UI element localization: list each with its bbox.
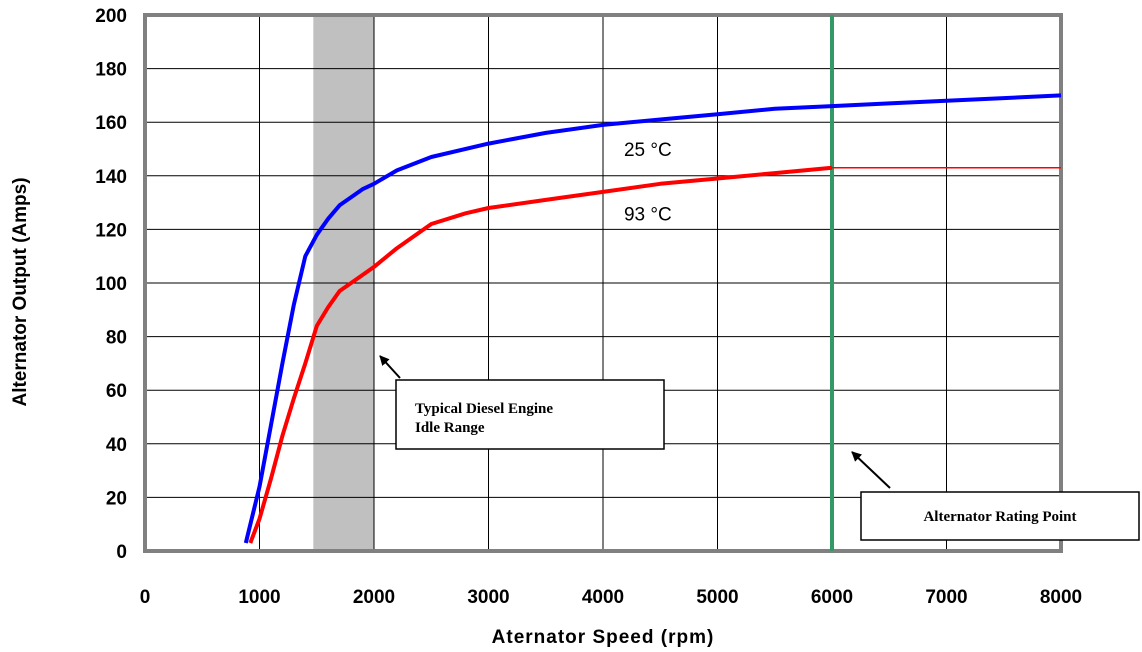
y-tick-label: 0	[116, 542, 127, 563]
series-label-25c: 25 °C	[624, 140, 672, 161]
y-tick-label: 140	[95, 167, 127, 188]
idle-range-arrow	[379, 355, 401, 379]
x-tick-label: 8000	[1040, 587, 1082, 608]
rating-point-arrow	[851, 451, 891, 489]
x-tick-label: 6000	[811, 587, 853, 608]
rating-point-annotation-box	[860, 491, 1140, 541]
series-label-93c: 93 °C	[624, 204, 672, 225]
x-tick-label: 5000	[696, 587, 738, 608]
x-tick-label: 3000	[467, 587, 509, 608]
x-tick-label: 7000	[925, 587, 967, 608]
y-tick-label: 120	[95, 220, 127, 241]
y-tick-label: 160	[95, 113, 127, 134]
y-axis-label: Alternator Output (Amps)	[10, 177, 31, 406]
x-tick-label: 2000	[353, 587, 395, 608]
x-tick-label: 4000	[582, 587, 624, 608]
series-line-93c	[248, 165, 833, 544]
y-tick-label: 100	[95, 274, 127, 295]
y-tick-label: 20	[106, 488, 127, 509]
y-tick-label: 60	[106, 381, 127, 402]
series-line-25c	[243, 93, 1062, 544]
x-axis-label: Aternator Speed (rpm)	[492, 627, 715, 648]
y-tick-label: 40	[106, 435, 127, 456]
rating-point-annotation-label: Alternator Rating Point	[923, 509, 1076, 525]
idle-range-annotation-line2: Idle Range	[415, 420, 485, 436]
plot-frame	[143, 13, 1063, 553]
x-tick-label: 1000	[238, 587, 280, 608]
y-tick-label: 80	[106, 328, 127, 349]
y-tick-label: 180	[95, 60, 127, 81]
x-tick-label: 0	[140, 587, 151, 608]
idle-range-annotation-box	[395, 379, 665, 450]
y-tick-label: 200	[95, 6, 127, 27]
idle-range-annotation-line1: Typical Diesel Engine	[415, 401, 553, 417]
